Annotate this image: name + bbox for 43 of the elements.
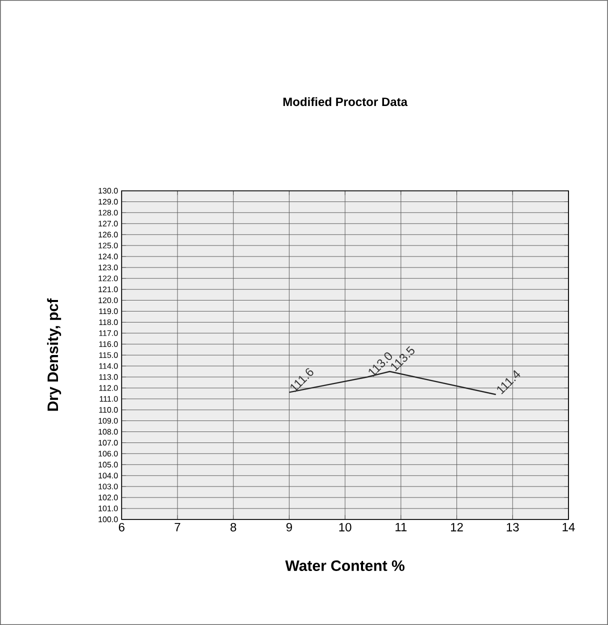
y-tick-label: 128.0 <box>98 210 118 216</box>
y-tick-label: 123.0 <box>98 264 118 270</box>
y-tick-label: 104.0 <box>98 472 118 478</box>
y-tick-label: 115.0 <box>99 352 118 358</box>
x-tick-label: 10 <box>339 522 352 532</box>
y-tick-label: 106.0 <box>98 450 118 457</box>
y-tick-label: 119.0 <box>99 308 118 314</box>
y-tick-label: 110.0 <box>99 407 118 413</box>
x-tick-label: 12 <box>451 522 463 532</box>
x-tick-label: 6 <box>118 522 124 532</box>
x-tick-label: 9 <box>286 522 292 532</box>
x-tick-label: 14 <box>562 522 575 532</box>
y-tick-label: 120.0 <box>98 297 118 304</box>
x-tick-label: 8 <box>230 522 236 532</box>
y-tick-label: 126.0 <box>98 232 118 238</box>
y-tick-label: 121.0 <box>98 286 118 292</box>
y-tick-label: 101.0 <box>98 506 118 512</box>
y-tick-label: 116.0 <box>99 341 118 347</box>
y-axis-title: Dry Density, pcf <box>47 298 62 411</box>
y-tick-label: 100.0 <box>98 516 118 522</box>
y-tick-label: 124.0 <box>98 254 118 260</box>
y-tick-label: 105.0 <box>98 462 118 468</box>
y-tick-label: 108.0 <box>98 428 118 435</box>
x-axis-title: Water Content % <box>285 560 404 571</box>
y-tick-label: 117.0 <box>99 330 118 336</box>
y-tick-label: 107.0 <box>98 440 118 446</box>
x-tick-label: 11 <box>396 522 407 532</box>
y-tick-label: 113.0 <box>99 374 118 380</box>
y-tick-label: 102.0 <box>98 494 118 500</box>
y-tick-label: 103.0 <box>98 484 118 490</box>
chart-title: Modified Proctor Data <box>283 97 408 106</box>
y-tick-label: 122.0 <box>98 276 118 282</box>
x-tick-label: 13 <box>506 522 519 532</box>
y-tick-label: 112.0 <box>99 385 118 391</box>
y-tick-label: 129.0 <box>98 198 118 205</box>
x-tick-label: 7 <box>174 522 180 532</box>
y-tick-label: 111.0 <box>100 396 118 402</box>
y-tick-label: 127.0 <box>98 220 118 226</box>
y-tick-label: 109.0 <box>98 418 118 424</box>
y-tick-label: 130.0 <box>98 188 118 194</box>
y-tick-label: 118.0 <box>99 319 118 326</box>
y-tick-label: 125.0 <box>98 242 118 248</box>
y-tick-label: 114.0 <box>99 363 118 369</box>
